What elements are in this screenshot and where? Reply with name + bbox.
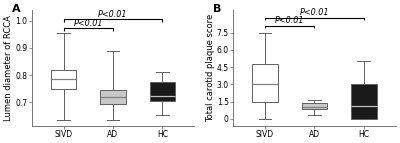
PathPatch shape (351, 84, 376, 119)
Text: B: B (213, 4, 222, 14)
Text: A: A (12, 4, 21, 14)
Text: P<0.01: P<0.01 (74, 19, 103, 28)
Y-axis label: Lumen diameter of RCCA: Lumen diameter of RCCA (4, 15, 13, 121)
Text: P<0.01: P<0.01 (98, 10, 128, 19)
PathPatch shape (51, 70, 76, 89)
Text: P<0.01: P<0.01 (300, 8, 329, 17)
PathPatch shape (100, 90, 126, 104)
PathPatch shape (302, 103, 327, 109)
Text: P<0.01: P<0.01 (275, 16, 304, 25)
PathPatch shape (252, 64, 278, 102)
Y-axis label: Total carotid plaque score: Total carotid plaque score (206, 14, 214, 122)
PathPatch shape (150, 82, 175, 101)
